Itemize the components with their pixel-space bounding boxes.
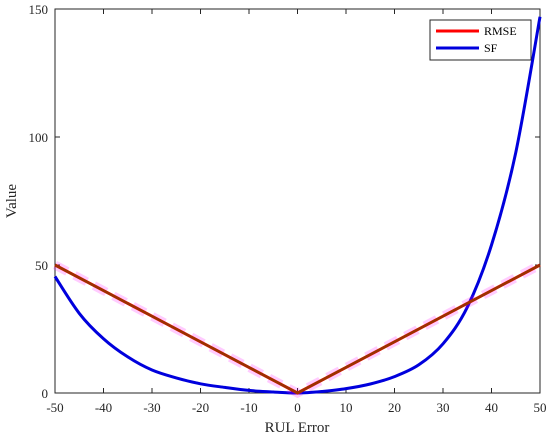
legend-box	[429, 19, 532, 61]
x-axis: -50 -40 -30 -20 -10 0 10 20 30 40 50	[46, 9, 547, 415]
x-tick-label: 40	[485, 400, 498, 415]
series-sf-line	[53, 16, 542, 395]
x-tick-label: -20	[192, 400, 209, 415]
x-tick-label: -10	[240, 400, 257, 415]
x-tick-label: 10	[340, 400, 353, 415]
x-tick-label: -50	[46, 400, 63, 415]
legend: RMSE SF	[429, 19, 532, 61]
x-tick-label: 20	[388, 400, 401, 415]
x-tick-label: -40	[95, 400, 112, 415]
y-tick-label: 100	[29, 130, 49, 145]
x-tick-label: 30	[437, 400, 450, 415]
y-tick-label: 150	[29, 2, 49, 17]
series-layer	[52, 16, 543, 399]
x-axis-label: RUL Error	[265, 420, 330, 436]
legend-label-sf: SF	[484, 41, 498, 55]
series-rmse-overlap	[54, 263, 541, 395]
x-tick-label: -30	[143, 400, 160, 415]
y-tick-label: 50	[35, 258, 48, 273]
y-tick-label: 0	[42, 386, 49, 401]
legend-label-rmse: RMSE	[484, 24, 517, 38]
y-axis-label: Value	[4, 184, 20, 218]
x-tick-label: 0	[294, 400, 301, 415]
x-tick-label: 50	[534, 400, 547, 415]
plot-area	[54, 8, 541, 394]
y-axis: 0 50 100 150	[29, 2, 540, 401]
